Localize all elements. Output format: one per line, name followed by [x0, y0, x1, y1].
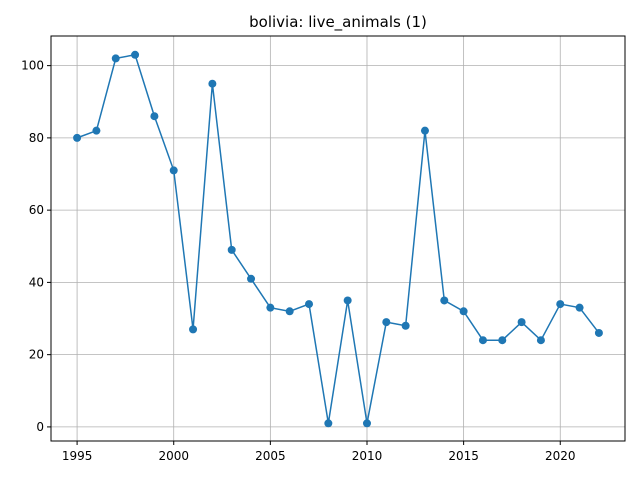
- x-tick-label: 2000: [158, 449, 189, 463]
- data-point: [362, 419, 371, 428]
- y-tick-label: 20: [29, 348, 44, 362]
- chart-title: bolivia: live_animals (1): [249, 13, 427, 32]
- y-tick-label: 0: [36, 420, 44, 434]
- data-point: [169, 166, 178, 175]
- data-point: [536, 336, 545, 345]
- data-point: [111, 54, 120, 63]
- data-point: [208, 79, 217, 88]
- axis-ticks: 1995 2000 2005 2010 2015 2020 0 20 40 60 80 100: [21, 59, 575, 463]
- data-point: [343, 296, 352, 305]
- data-point: [92, 126, 101, 135]
- y-tick-label: 40: [29, 275, 44, 289]
- data-point: [73, 133, 82, 142]
- data-point: [266, 303, 275, 312]
- data-point: [459, 307, 468, 316]
- x-tick-label: 2020: [545, 449, 576, 463]
- data-point: [247, 274, 256, 283]
- data-point: [440, 296, 449, 305]
- data-point: [420, 126, 429, 135]
- y-tick-label: 100: [21, 59, 44, 73]
- data-point: [324, 419, 333, 428]
- data-point: [556, 300, 565, 309]
- data-point: [594, 328, 603, 337]
- x-tick-label: 1995: [62, 449, 93, 463]
- x-tick-label: 2005: [255, 449, 286, 463]
- data-point: [285, 307, 294, 316]
- data-point: [150, 112, 159, 121]
- series-layer: [73, 50, 603, 428]
- plot-area-frame: [50, 35, 626, 442]
- x-tick-label: 2010: [352, 449, 383, 463]
- data-point: [575, 303, 584, 312]
- y-tick-label: 80: [29, 131, 44, 145]
- data-point: [305, 300, 314, 309]
- series-line: [76, 53, 600, 424]
- data-point: [478, 336, 487, 345]
- data-point: [131, 50, 140, 59]
- x-tick-label: 2015: [448, 449, 479, 463]
- data-point: [227, 245, 236, 254]
- data-point: [382, 318, 391, 327]
- data-point: [189, 325, 198, 334]
- grid-lines: [51, 36, 625, 441]
- data-point: [401, 321, 410, 330]
- data-point: [498, 336, 507, 345]
- y-tick-label: 60: [29, 203, 44, 217]
- data-point: [517, 318, 526, 327]
